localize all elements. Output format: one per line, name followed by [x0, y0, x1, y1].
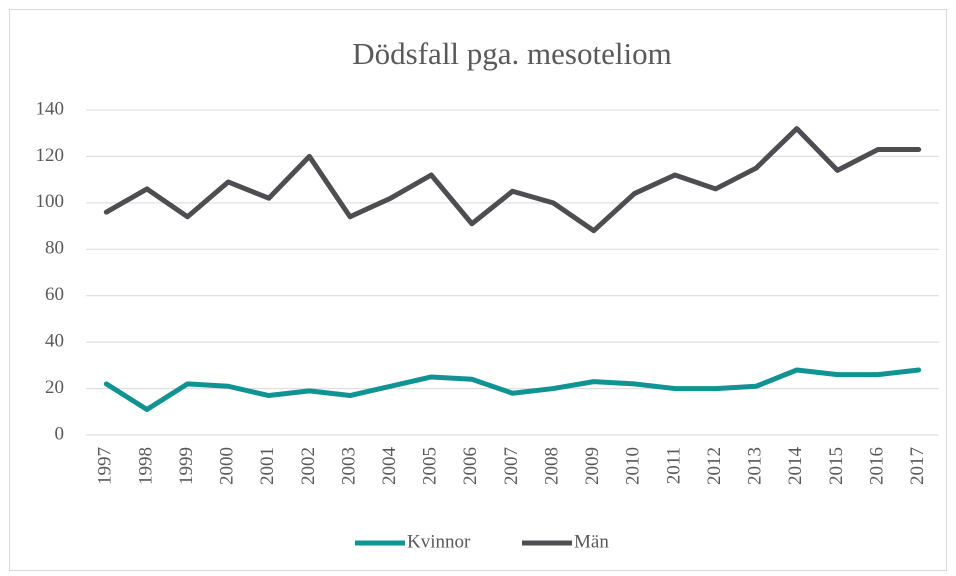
x-tick-label: 2016: [866, 447, 887, 485]
y-tick-label: 60: [45, 284, 64, 305]
x-tick-label: 2000: [217, 447, 238, 485]
legend-label: Män: [574, 531, 609, 552]
y-tick-label: 0: [55, 423, 65, 444]
chart-border: [9, 9, 947, 571]
x-tick-label: 2003: [338, 447, 359, 485]
y-tick-label: 80: [45, 238, 64, 259]
series-line: [103, 126, 922, 234]
x-tick-label: 2006: [460, 447, 481, 485]
x-tick-label: 2017: [907, 447, 928, 485]
x-tick-label: 2011: [663, 447, 684, 484]
chart-title: Dödsfall pga. mesoteliom: [352, 36, 671, 71]
x-tick-label: 2004: [379, 447, 400, 486]
y-tick-label: 120: [36, 145, 65, 166]
x-tick-label: 2013: [745, 447, 766, 485]
x-tick-label: 2014: [785, 447, 806, 486]
y-tick-label: 40: [45, 331, 64, 352]
y-tick-label: 20: [45, 377, 64, 398]
x-tick-label: 2008: [541, 447, 562, 485]
x-tick-label: 2009: [582, 447, 603, 485]
series-line: [103, 367, 922, 412]
x-tick-label: 2010: [623, 447, 644, 485]
x-tick-label: 1998: [135, 447, 156, 485]
x-tick-label: 1999: [176, 447, 197, 485]
x-tick-label: 2015: [826, 447, 847, 485]
x-tick-label: 2007: [501, 447, 522, 485]
y-tick-label: 100: [36, 191, 65, 212]
y-tick-label: 140: [36, 98, 65, 119]
x-tick-label: 2002: [298, 447, 319, 485]
x-tick-label: 2012: [704, 447, 725, 485]
x-tick-label: 1997: [95, 447, 116, 485]
legend-label: Kvinnor: [407, 531, 471, 552]
x-tick-label: 2001: [257, 447, 278, 485]
x-tick-label: 2005: [420, 447, 441, 485]
